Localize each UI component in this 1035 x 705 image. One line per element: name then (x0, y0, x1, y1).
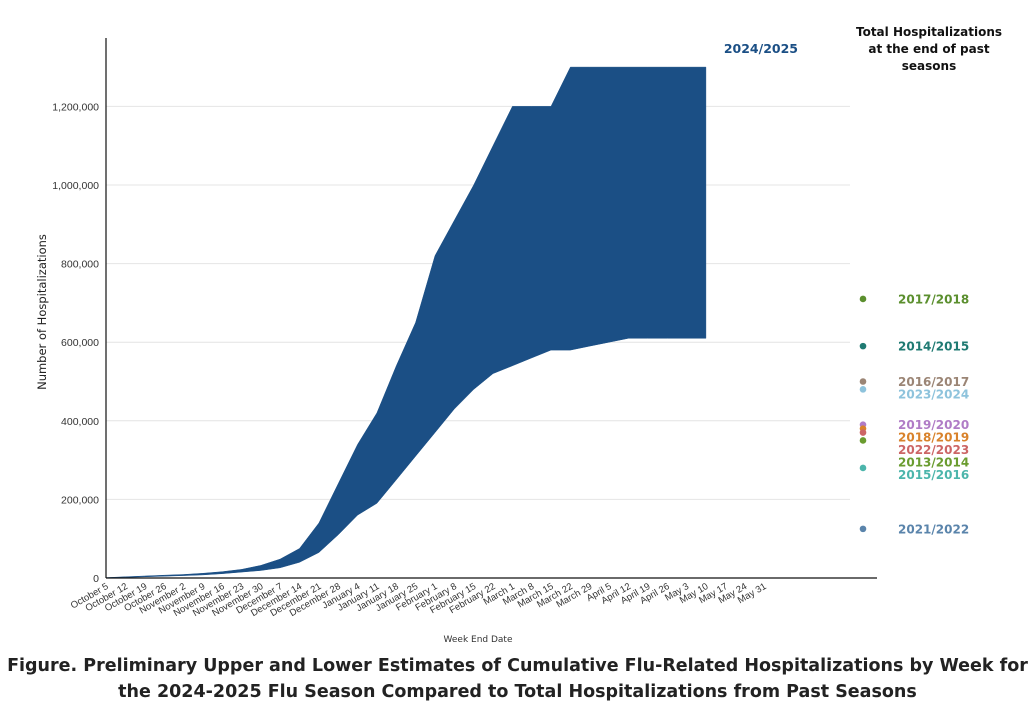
past-season-marker (859, 386, 867, 393)
past-season-label: 2016/2017 (898, 375, 969, 389)
past-season-marker (859, 342, 867, 350)
past-season-label: 2015/2016 (898, 468, 969, 482)
figure-caption: Figure. Preliminary Upper and Lower Esti… (0, 653, 1035, 705)
past-season-label: 2014/2015 (898, 340, 969, 354)
y-tick-label: 400,000 (61, 416, 99, 428)
axes (105, 38, 877, 579)
series-label-2024-2025: 2024/2025 (724, 41, 798, 56)
caption-line-1: Figure. Preliminary Upper and Lower Esti… (7, 656, 1028, 676)
past-season-marker (859, 378, 867, 385)
past-season-label: 2019/2020 (898, 418, 969, 432)
y-tick-label: 0 (93, 573, 99, 585)
y-tick-labels: 0 200,000 400,000 600,000 800,000 1,000,000 1,… (52, 101, 99, 585)
estimate-band-2024-2025 (105, 66, 707, 579)
past-season-marker (859, 437, 867, 444)
past-seasons-title-line: seasons (902, 59, 956, 73)
past-season-label: 2018/2019 (898, 431, 969, 445)
past-season-label: 2022/2023 (898, 443, 969, 457)
past-season-marker (859, 295, 867, 303)
past-season-label: 2023/2024 (898, 388, 969, 402)
past-seasons-title-line: Total Hospitalizations (856, 25, 1002, 39)
y-tick-label: 1,000,000 (52, 180, 99, 192)
y-tick-label: 200,000 (61, 494, 99, 506)
y-tick-label: 800,000 (61, 259, 99, 271)
x-axis-label: Week End Date (444, 635, 513, 645)
past-season-label: 2021/2022 (898, 522, 969, 536)
y-tick-label: 1,200,000 (52, 101, 99, 113)
past-season-label: 2017/2018 (898, 292, 969, 306)
past-season-label: 2013/2014 (898, 456, 969, 470)
caption-line-2: the 2024-2025 Flu Season Compared to Tot… (118, 682, 917, 702)
past-seasons-title-line: at the end of past (868, 42, 990, 56)
y-axis-label: Number of Hospitalizations (35, 234, 49, 390)
past-season-marker (859, 464, 867, 472)
past-seasons-title: Total Hospitalizations at the end of past… (856, 25, 1002, 73)
estimate-band-layer (105, 66, 707, 579)
y-tick-label: 600,000 (61, 337, 99, 349)
past-season-marker (859, 525, 867, 533)
past-season-marker (859, 429, 867, 436)
flu-hospitalizations-chart: 0 200,000 400,000 600,000 800,000 1,000,000 1,… (35, 25, 1002, 645)
